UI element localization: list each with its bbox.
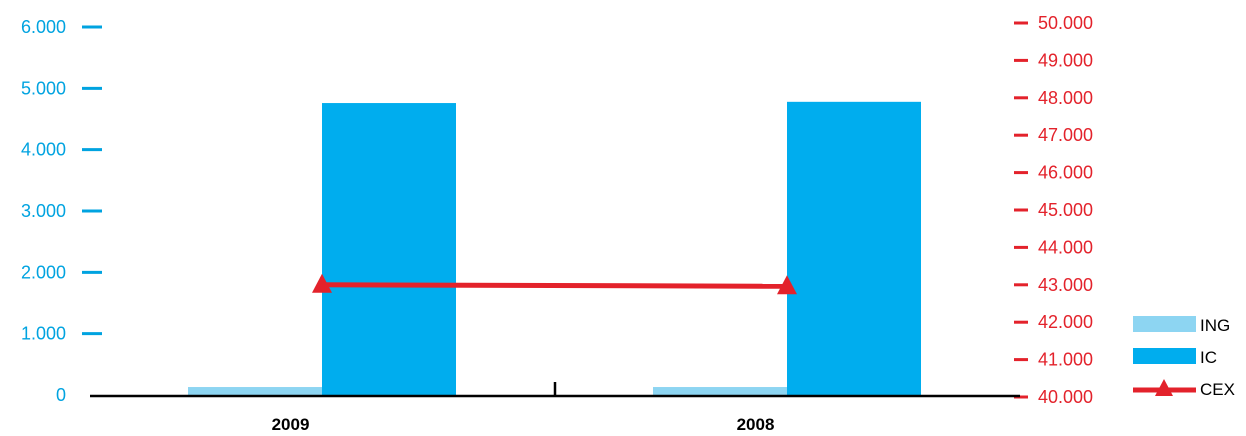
right-axis: 40.000 41.000 42.000 43.000 44.000 45.000 46.0… [1014,13,1093,407]
category-label: 2008 [737,415,775,434]
left-tick-label: 2.000 [21,262,66,282]
right-tick-label: 44.000 [1038,237,1093,257]
bar-ic-2009 [322,103,456,395]
legend-label: ING [1200,316,1230,335]
legend: ING IC CEX [1133,316,1235,399]
right-tick-label: 41.000 [1038,350,1093,370]
legend-item-cex: CEX [1133,379,1235,399]
left-tick-label: 3.000 [21,201,66,221]
right-tick-label: 43.000 [1038,275,1093,295]
bars [188,101,921,396]
category-label: 2009 [272,415,310,434]
right-tick-label: 45.000 [1038,200,1093,220]
point-cex-2008 [777,275,797,295]
legend-swatch [1133,348,1196,364]
legend-triangle-icon [1155,379,1173,396]
legend-label: CEX [1200,380,1235,399]
legend-item-ic: IC [1133,348,1217,367]
bar-ing-2008 [653,387,787,395]
legend-item-ing: ING [1133,316,1230,335]
left-tick-label: 4.000 [21,140,66,160]
left-axis: 0 1.000 2.000 3.000 4.000 5.000 6.000 [21,17,102,405]
right-tick-label: 47.000 [1038,125,1093,145]
right-tick-label: 50.000 [1038,13,1093,33]
right-tick-label: 46.000 [1038,163,1093,183]
left-tick-label: 0 [56,385,66,405]
line-series [312,273,797,295]
right-tick-label: 49.000 [1038,50,1093,70]
right-tick-label: 48.000 [1038,88,1093,108]
bar-ic-2008 [787,101,921,396]
category-labels: 2009 2008 [272,415,775,434]
right-tick-label: 40.000 [1038,387,1093,407]
line-cex [321,282,788,289]
left-tick-label: 1.000 [21,324,66,344]
point-cex-2009 [312,273,332,293]
right-tick-label: 42.000 [1038,312,1093,332]
legend-label: IC [1200,348,1217,367]
left-tick-label: 5.000 [21,78,66,98]
legend-swatch [1133,316,1196,332]
bar-ing-2009 [188,387,322,395]
left-tick-label: 6.000 [21,17,66,37]
